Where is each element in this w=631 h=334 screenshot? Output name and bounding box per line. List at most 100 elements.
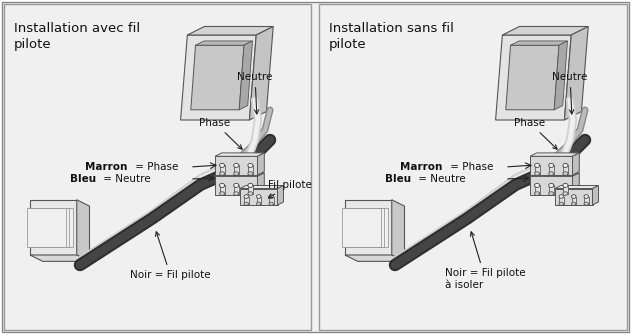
Polygon shape	[530, 156, 572, 175]
Ellipse shape	[233, 183, 239, 187]
Polygon shape	[30, 200, 77, 255]
Ellipse shape	[572, 195, 576, 198]
Text: Bleu: Bleu	[385, 174, 411, 184]
Polygon shape	[510, 41, 567, 45]
Polygon shape	[506, 45, 559, 110]
Polygon shape	[256, 196, 261, 204]
Polygon shape	[244, 196, 249, 204]
Polygon shape	[584, 196, 589, 204]
Ellipse shape	[563, 163, 568, 167]
Ellipse shape	[584, 195, 589, 198]
Ellipse shape	[549, 172, 554, 175]
Polygon shape	[563, 165, 568, 174]
Polygon shape	[559, 196, 563, 204]
Ellipse shape	[534, 172, 540, 175]
Polygon shape	[345, 200, 392, 255]
Polygon shape	[249, 26, 273, 120]
Text: = Neutre: = Neutre	[100, 174, 151, 184]
Polygon shape	[30, 255, 90, 262]
Ellipse shape	[563, 172, 568, 175]
Bar	[4, 4, 311, 330]
Polygon shape	[343, 208, 380, 246]
Text: Noir = Fil pilote
à isoler: Noir = Fil pilote à isoler	[445, 232, 526, 290]
Ellipse shape	[248, 183, 253, 187]
Ellipse shape	[559, 195, 563, 198]
Ellipse shape	[549, 163, 554, 167]
Ellipse shape	[220, 192, 225, 195]
Ellipse shape	[534, 192, 540, 195]
Polygon shape	[564, 26, 588, 120]
Text: Marron: Marron	[400, 162, 442, 172]
Polygon shape	[549, 165, 554, 174]
Ellipse shape	[563, 183, 568, 187]
Polygon shape	[549, 185, 554, 194]
Ellipse shape	[220, 172, 225, 175]
Polygon shape	[28, 208, 66, 246]
Ellipse shape	[233, 163, 239, 167]
Ellipse shape	[256, 202, 261, 205]
Polygon shape	[345, 255, 404, 262]
Polygon shape	[534, 185, 540, 194]
Polygon shape	[530, 173, 579, 176]
Ellipse shape	[248, 192, 253, 195]
Ellipse shape	[220, 163, 225, 167]
Polygon shape	[180, 35, 256, 120]
Polygon shape	[572, 173, 579, 195]
Polygon shape	[215, 156, 257, 175]
Ellipse shape	[584, 202, 589, 205]
Text: Phase: Phase	[199, 118, 242, 149]
Ellipse shape	[244, 195, 249, 198]
Polygon shape	[215, 153, 264, 156]
Polygon shape	[572, 196, 576, 204]
Text: Noir = Fil pilote: Noir = Fil pilote	[130, 232, 211, 280]
Text: Bleu: Bleu	[70, 174, 96, 184]
Polygon shape	[346, 208, 384, 246]
Polygon shape	[191, 45, 244, 110]
Polygon shape	[240, 188, 278, 205]
Polygon shape	[257, 153, 264, 175]
Text: Phase: Phase	[514, 118, 557, 149]
Polygon shape	[278, 185, 283, 205]
Polygon shape	[593, 185, 598, 205]
Polygon shape	[555, 185, 598, 188]
Polygon shape	[220, 165, 225, 174]
Ellipse shape	[534, 183, 540, 187]
Ellipse shape	[269, 202, 273, 205]
Text: Neutre: Neutre	[552, 72, 587, 114]
Ellipse shape	[248, 163, 253, 167]
Text: = Phase: = Phase	[447, 162, 493, 172]
Polygon shape	[269, 196, 273, 204]
Polygon shape	[502, 26, 588, 35]
Text: Fil pilote: Fil pilote	[268, 180, 312, 198]
Polygon shape	[77, 200, 90, 262]
Polygon shape	[563, 185, 568, 194]
Polygon shape	[233, 185, 239, 194]
Text: = Phase: = Phase	[132, 162, 179, 172]
Polygon shape	[554, 41, 567, 110]
Ellipse shape	[559, 202, 563, 205]
Polygon shape	[530, 176, 572, 195]
Polygon shape	[240, 185, 283, 188]
Ellipse shape	[220, 183, 225, 187]
Polygon shape	[220, 185, 225, 194]
Polygon shape	[530, 153, 579, 156]
Text: = Neutre: = Neutre	[415, 174, 466, 184]
Polygon shape	[248, 165, 253, 174]
Polygon shape	[215, 176, 257, 195]
Ellipse shape	[563, 192, 568, 195]
Ellipse shape	[256, 195, 261, 198]
Ellipse shape	[248, 172, 253, 175]
Ellipse shape	[572, 202, 576, 205]
Polygon shape	[257, 173, 264, 195]
Polygon shape	[495, 35, 571, 120]
Polygon shape	[215, 173, 264, 176]
Polygon shape	[349, 208, 387, 246]
Polygon shape	[34, 208, 73, 246]
Text: Installation avec fil
pilote: Installation avec fil pilote	[14, 22, 140, 51]
Ellipse shape	[534, 163, 540, 167]
Polygon shape	[31, 208, 69, 246]
Polygon shape	[248, 185, 253, 194]
Bar	[319, 4, 627, 330]
Ellipse shape	[244, 202, 249, 205]
Polygon shape	[196, 41, 252, 45]
